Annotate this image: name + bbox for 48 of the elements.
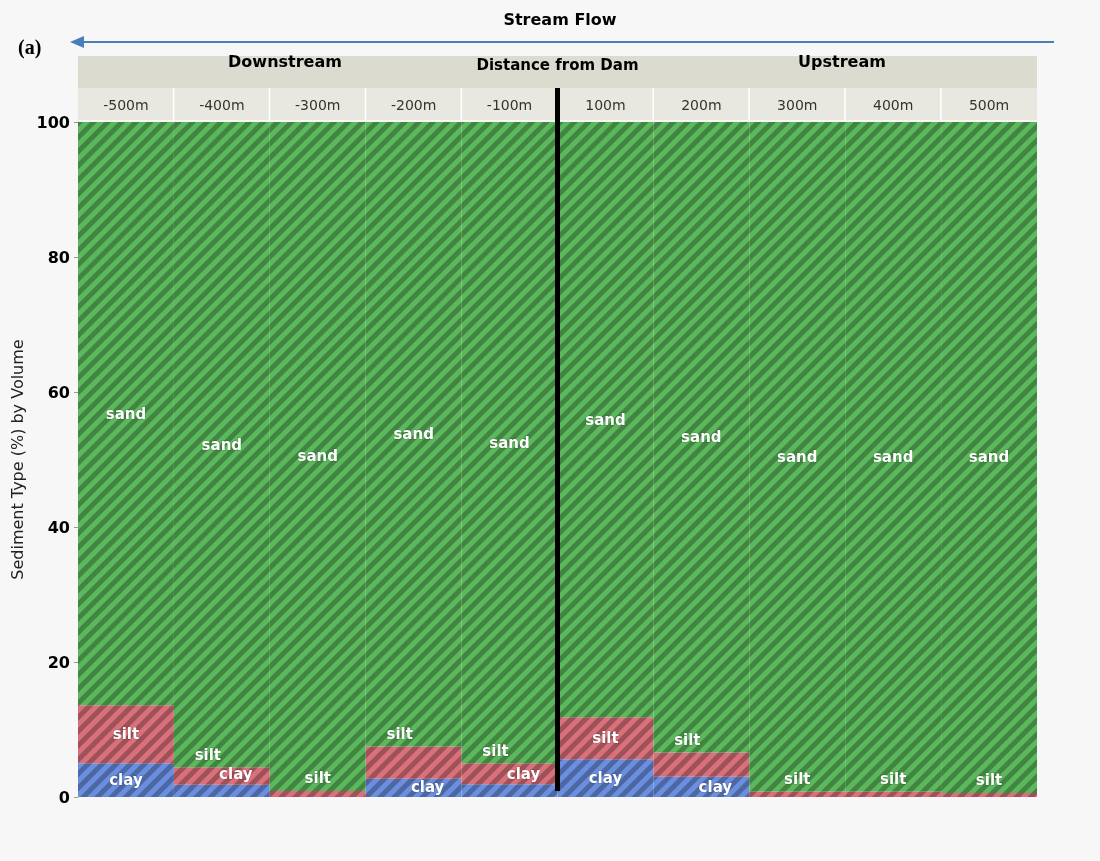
y-tick-label: 80 — [47, 247, 70, 267]
text: silt — [674, 730, 701, 749]
text: sand — [297, 447, 338, 466]
series-label: silt — [194, 745, 222, 764]
x-tick-label: -500m — [103, 97, 149, 113]
y-tick-label: 40 — [47, 517, 70, 537]
text: silt — [304, 769, 331, 788]
x-tick-label: -400m — [199, 97, 245, 113]
text: clay — [588, 769, 623, 788]
text: Stream Flow — [503, 10, 617, 29]
x-axis-title: Distance from Dam — [476, 55, 639, 74]
y-tick-label: 60 — [47, 382, 70, 402]
text: sand — [777, 447, 818, 466]
y-tick-label: 20 — [47, 652, 70, 672]
text: silt — [592, 729, 619, 748]
y-axis-title: Sediment Type (%) by Volume — [8, 339, 28, 580]
text: (a) — [18, 36, 42, 59]
text: sand — [968, 448, 1010, 467]
text: silt — [112, 725, 140, 744]
text: Upstream — [798, 52, 886, 71]
text: sand — [585, 410, 626, 429]
text: Downstream — [228, 52, 342, 71]
text: sand — [489, 433, 530, 452]
x-tick-label: 500m — [968, 97, 1010, 113]
x-tick-label: 400m — [872, 97, 914, 113]
text: clay — [109, 771, 143, 790]
x-tick-label: 300m — [777, 97, 818, 113]
text: silt — [386, 724, 413, 743]
x-tick-label: 200m — [681, 97, 722, 113]
text: sand — [872, 447, 914, 466]
y-tick-label: 0 — [58, 787, 70, 807]
text: clay — [219, 765, 253, 784]
x-tick-label: -300m — [295, 97, 341, 113]
text: silt — [482, 741, 509, 760]
series-label: sand — [681, 428, 722, 447]
text: clay — [506, 764, 541, 783]
series-label: clay — [698, 777, 733, 796]
text: silt — [975, 771, 1003, 790]
text: clay — [410, 777, 445, 796]
text: sand — [201, 435, 243, 454]
x-tick-label: -100m — [486, 97, 533, 113]
text: sand — [105, 404, 147, 423]
text: silt — [879, 770, 907, 789]
text: silt — [784, 770, 811, 789]
x-tick-label: 100m — [585, 97, 626, 113]
text: sand — [393, 425, 434, 444]
x-tick-label: -200m — [390, 97, 437, 113]
y-tick-label: 100 — [36, 112, 70, 132]
